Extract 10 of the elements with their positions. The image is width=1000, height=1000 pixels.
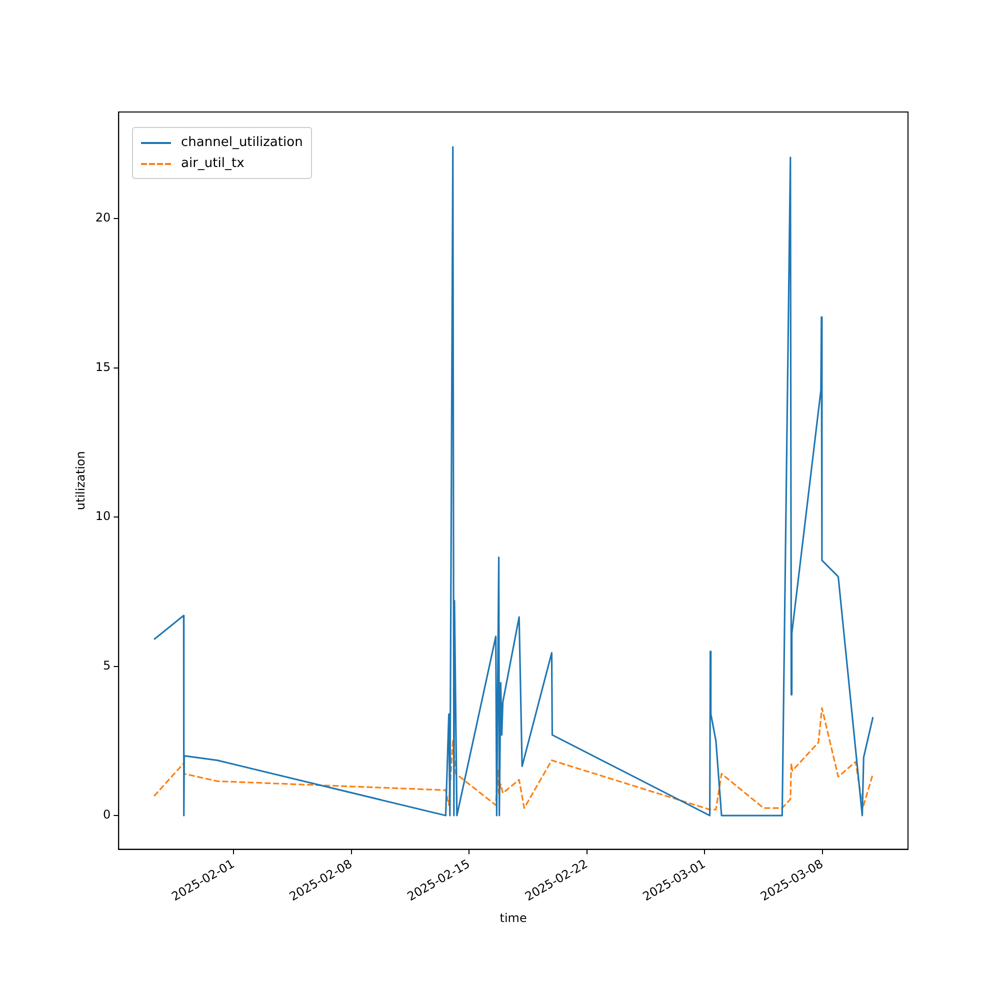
- line-series: [153, 707, 874, 810]
- legend-label: air_util_tx: [181, 156, 244, 171]
- y-tick-label: 0: [103, 808, 111, 822]
- legend-label: channel_utilization: [181, 135, 303, 150]
- y-axis-title: utilization: [73, 451, 88, 510]
- y-tick-label: 5: [103, 658, 111, 672]
- y-tick-label: 10: [95, 509, 111, 524]
- y-tick-label: 20: [95, 210, 111, 225]
- x-axis-title: time: [500, 910, 527, 925]
- y-tick-label: 15: [95, 360, 111, 374]
